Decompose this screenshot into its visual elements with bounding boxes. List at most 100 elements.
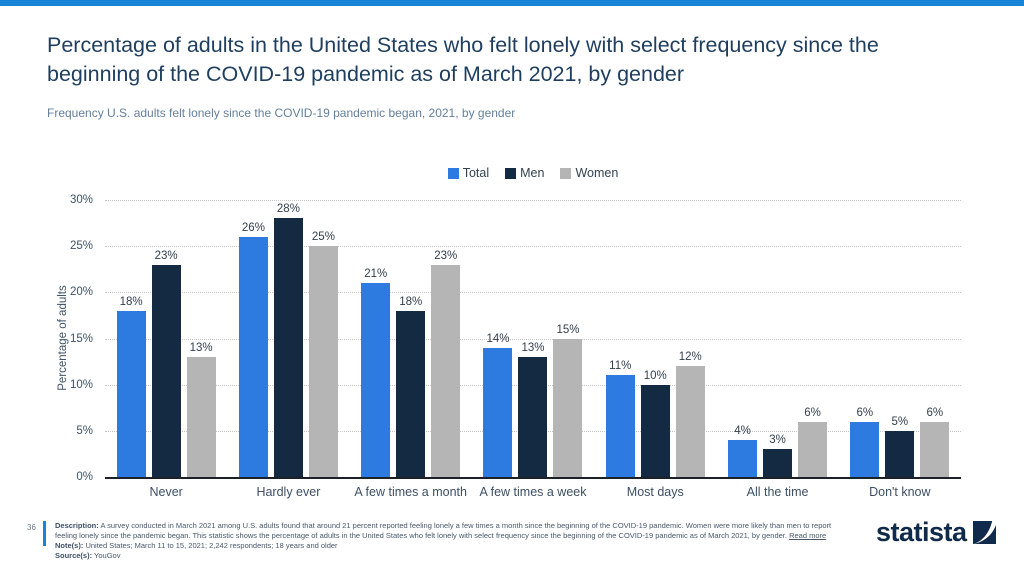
bar-wrap: 28% — [273, 203, 303, 477]
bar-men — [273, 218, 303, 477]
bar-value-label: 6% — [804, 406, 821, 419]
bar-women — [553, 338, 583, 477]
bar-group: 4% 3% 6% — [716, 200, 838, 477]
bar-wrap: 6% — [850, 406, 880, 477]
bar-men — [518, 356, 548, 477]
description-text: A survey conducted in March 2021 among U… — [55, 521, 832, 540]
bar-wrap: 6% — [920, 406, 950, 477]
legend-swatch-icon — [560, 167, 572, 179]
bar-group: 6% 5% 6% — [839, 200, 961, 477]
notes-line: Note(s): United States; March 11 to 15, … — [55, 541, 853, 551]
bar-value-label: 18% — [399, 295, 423, 308]
page-subtitle: Frequency U.S. adults felt lonely since … — [47, 106, 516, 120]
bar-men — [763, 449, 793, 477]
legend-item-women: Women — [560, 166, 618, 180]
bar-wrap: 11% — [605, 360, 635, 477]
bar-value-label: 23% — [434, 249, 458, 262]
page-number: 36 — [27, 523, 36, 532]
notes-label: Note(s): — [55, 540, 84, 550]
statista-wordmark: statista — [876, 517, 967, 547]
bar-wrap: 10% — [640, 369, 670, 477]
bar-group: 18% 23% 13% — [105, 200, 227, 477]
bar-women — [308, 246, 338, 477]
bar-groups: 18% 23% 13% 26% 28% 25% 21% 18% 23% 14% 13% 15% 11% 1… — [105, 200, 961, 477]
gridline-20 — [105, 292, 961, 294]
bar-group: 14% 13% 15% — [472, 200, 594, 477]
bar-total — [116, 310, 146, 477]
y-tick-label: 15% — [69, 332, 93, 345]
bar-wrap: 4% — [728, 425, 758, 477]
bar-value-label: 28% — [276, 203, 300, 216]
x-category-label: Never — [149, 485, 183, 499]
page-title: Percentage of adults in the United State… — [47, 33, 879, 86]
y-tick-label: 30% — [69, 194, 93, 206]
bar-men — [640, 384, 670, 477]
legend-label: Men — [520, 166, 545, 180]
bar-value-label: 6% — [926, 406, 944, 419]
bar-total — [850, 421, 880, 477]
description-line: Description: A survey conducted in March… — [55, 521, 853, 541]
bar-value-label: 23% — [154, 249, 178, 262]
bar-value-label: 13% — [521, 341, 545, 354]
source-line: Source(s): YouGov — [55, 551, 853, 561]
bar-wrap: 18% — [396, 295, 426, 477]
chart-legend: Total Men Women — [105, 166, 961, 180]
bar-women — [920, 421, 950, 477]
y-tick-label: 10% — [69, 378, 93, 391]
legend-item-men: Men — [505, 166, 544, 180]
bar-value-label: 14% — [486, 332, 510, 345]
y-tick-label: 0% — [76, 471, 93, 483]
bar-value-label: 6% — [856, 406, 874, 419]
gridline-30 — [105, 200, 961, 201]
footer-text: Description: A survey conducted in March… — [55, 521, 853, 561]
bar-women — [186, 356, 216, 477]
bar-women — [675, 366, 705, 477]
bar-wrap: 13% — [518, 341, 548, 477]
bar-value-label: 4% — [734, 425, 751, 438]
bar-value-label: 26% — [241, 221, 265, 234]
y-tick-label: 25% — [69, 240, 93, 253]
legend-swatch-icon — [447, 167, 459, 179]
gridline-25 — [105, 246, 961, 248]
read-more-link[interactable]: Read more — [789, 530, 827, 540]
bar-wrap: 21% — [361, 268, 391, 477]
bar-value-label: 25% — [311, 231, 335, 244]
bar-men — [885, 430, 915, 477]
bar-value-label: 3% — [769, 434, 786, 447]
source-label: Source(s): — [55, 550, 93, 560]
bar-wrap: 23% — [431, 249, 461, 477]
bar-value-label: 15% — [556, 323, 580, 336]
bar-wrap: 25% — [308, 231, 338, 477]
bar-women — [798, 421, 828, 477]
bar-total — [483, 347, 513, 477]
bar-wrap: 3% — [763, 434, 793, 477]
bar-total — [361, 283, 391, 477]
notes-text: United States; March 11 to 15, 2021; 2,2… — [85, 540, 338, 550]
y-tick-label: 5% — [76, 424, 93, 437]
footer-accent-bar — [43, 521, 46, 546]
bar-wrap: 5% — [885, 415, 915, 477]
bar-wrap: 15% — [553, 323, 583, 477]
bar-value-label: 21% — [364, 268, 388, 281]
legend-item-total: Total — [447, 166, 490, 180]
statista-logo: statista — [876, 517, 996, 548]
x-category-label: Don't know — [869, 485, 931, 499]
x-axis-labels: Never Hardly ever A few times a month A few… — [105, 485, 961, 499]
bar-group: 11% 10% 12% — [594, 200, 716, 477]
legend-label: Women — [575, 166, 619, 180]
bar-wrap: 26% — [238, 221, 268, 477]
y-tick-label: 20% — [69, 286, 93, 299]
plot-area: 18% 23% 13% 26% 28% 25% 21% 18% 23% 14% 13% 15% 11% 1… — [105, 200, 961, 479]
bar-value-label: 10% — [643, 369, 667, 382]
legend-label: Total — [462, 166, 490, 180]
bar-men — [396, 310, 426, 477]
bar-wrap: 12% — [675, 351, 705, 477]
bar-women — [431, 264, 461, 477]
bar-group: 21% 18% 23% — [350, 200, 472, 477]
legend-swatch-icon — [505, 167, 517, 179]
bar-value-label: 13% — [189, 341, 213, 354]
x-category-label: A few times a month — [354, 485, 467, 499]
bar-value-label: 5% — [891, 415, 909, 428]
source-text: YouGov — [94, 550, 121, 560]
bar-wrap: 6% — [798, 406, 828, 477]
